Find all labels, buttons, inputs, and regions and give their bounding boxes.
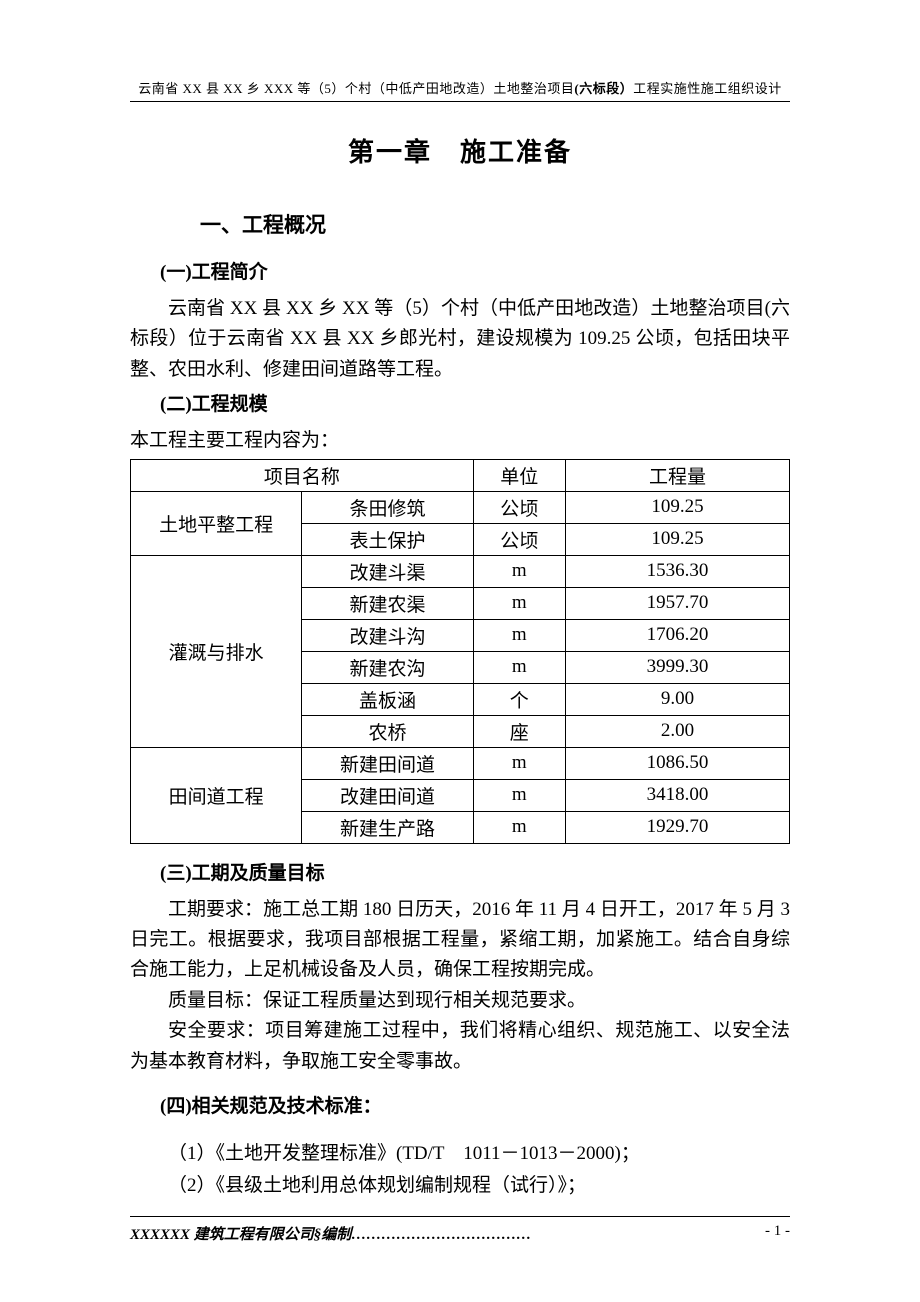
table-unit-cell: 个 (473, 683, 565, 715)
table-name-cell: 新建农沟 (302, 651, 473, 683)
footer-page-number: - 1 - (765, 1223, 790, 1244)
table-unit-cell: m (473, 747, 565, 779)
table-qty-cell: 109.25 (565, 523, 789, 555)
paragraph-3c: 安全要求：项目筹建施工过程中，我们将精心组织、规范施工、以安全法为基本教育材料，… (130, 1016, 790, 1077)
table-group-cell: 土地平整工程 (131, 491, 302, 555)
quantity-table: 项目名称 单位 工程量 土地平整工程条田修筑公顷109.25表土保护公顷109.… (130, 459, 790, 844)
reference-item: （2）《县级土地利用总体规划编制规程（试行）》； (130, 1170, 790, 1202)
table-name-cell: 新建农渠 (302, 587, 473, 619)
table-qty-cell: 1957.70 (565, 587, 789, 619)
table-qty-cell: 1929.70 (565, 811, 789, 843)
reference-item: （1）《土地开发整理标准》(TD/T 1011－1013－2000)； (130, 1138, 790, 1170)
table-qty-cell: 1536.30 (565, 555, 789, 587)
table-qty-cell: 3418.00 (565, 779, 789, 811)
document-page: 云南省 XX 县 XX 乡 XXX 等（5）个村（中低产田地改造）土地整治项目(… (0, 0, 920, 1302)
table-name-cell: 新建田间道 (302, 747, 473, 779)
table-unit-cell: 公顷 (473, 491, 565, 523)
table-group-cell: 田间道工程 (131, 747, 302, 843)
chapter-title: 第一章 施工准备 (130, 132, 790, 169)
table-qty-cell: 1706.20 (565, 619, 789, 651)
th-unit: 单位 (473, 459, 565, 491)
header-suffix: 工程实施性施工组织设计 (633, 81, 782, 96)
table-group-cell: 灌溉与排水 (131, 555, 302, 747)
footer-row: XXXXXX 建筑工程有限公司§编制……………………………… - 1 - (130, 1223, 790, 1244)
subsection-4: (四)相关规范及技术标准： (160, 1091, 790, 1118)
table-qty-cell: 3999.30 (565, 651, 789, 683)
table-row: 田间道工程新建田间道m1086.50 (131, 747, 790, 779)
table-unit-cell: m (473, 651, 565, 683)
paragraph-3a: 工期要求：施工总工期 180 日历天，2016 年 11 月 4 日开工，201… (130, 895, 790, 986)
th-name: 项目名称 (131, 459, 474, 491)
table-name-cell: 条田修筑 (302, 491, 473, 523)
page-footer: XXXXXX 建筑工程有限公司§编制……………………………… - 1 - (130, 1216, 790, 1244)
page-header: 云南省 XX 县 XX 乡 XXX 等（5）个村（中低产田地改造）土地整治项目(… (130, 78, 790, 97)
subsection-3: (三)工期及质量目标 (160, 858, 790, 885)
table-body: 土地平整工程条田修筑公顷109.25表土保护公顷109.25灌溉与排水改建斗渠m… (131, 491, 790, 843)
table-name-cell: 新建生产路 (302, 811, 473, 843)
table-unit-cell: m (473, 619, 565, 651)
table-name-cell: 表土保护 (302, 523, 473, 555)
table-name-cell: 改建斗沟 (302, 619, 473, 651)
table-name-cell: 改建斗渠 (302, 555, 473, 587)
header-bold: (六标段） (574, 81, 633, 96)
th-qty: 工程量 (565, 459, 789, 491)
table-intro: 本工程主要工程内容为： (130, 426, 790, 456)
header-prefix: 云南省 XX 县 XX 乡 XXX 等（5）个村（中低产田地改造）土地整治项目 (138, 81, 574, 96)
table-name-cell: 改建田间道 (302, 779, 473, 811)
table-row: 土地平整工程条田修筑公顷109.25 (131, 491, 790, 523)
table-header-row: 项目名称 单位 工程量 (131, 459, 790, 491)
spacer (130, 1128, 790, 1138)
subsection-1: (一)工程简介 (160, 257, 790, 284)
table-unit-cell: 公顷 (473, 523, 565, 555)
table-qty-cell: 2.00 (565, 715, 789, 747)
table-unit-cell: 座 (473, 715, 565, 747)
paragraph-1: 云南省 XX 县 XX 乡 XX 等（5）个村（中低产田地改造）土地整治项目(六… (130, 294, 790, 385)
table-unit-cell: m (473, 811, 565, 843)
table-name-cell: 盖板涵 (302, 683, 473, 715)
table-name-cell: 农桥 (302, 715, 473, 747)
table-qty-cell: 109.25 (565, 491, 789, 523)
footer-line (130, 1216, 790, 1217)
subsection-2: (二)工程规模 (160, 389, 790, 416)
table-row: 灌溉与排水改建斗渠m1536.30 (131, 555, 790, 587)
paragraph-3b: 质量目标：保证工程质量达到现行相关规范要求。 (130, 986, 790, 1016)
table-unit-cell: m (473, 779, 565, 811)
header-underline (130, 101, 790, 102)
table-unit-cell: m (473, 587, 565, 619)
table-unit-cell: m (473, 555, 565, 587)
footer-company: XXXXXX 建筑工程有限公司§编制……………………………… (130, 1223, 531, 1244)
table-qty-cell: 1086.50 (565, 747, 789, 779)
table-qty-cell: 9.00 (565, 683, 789, 715)
section-heading-1: 一、工程概况 (200, 209, 790, 239)
